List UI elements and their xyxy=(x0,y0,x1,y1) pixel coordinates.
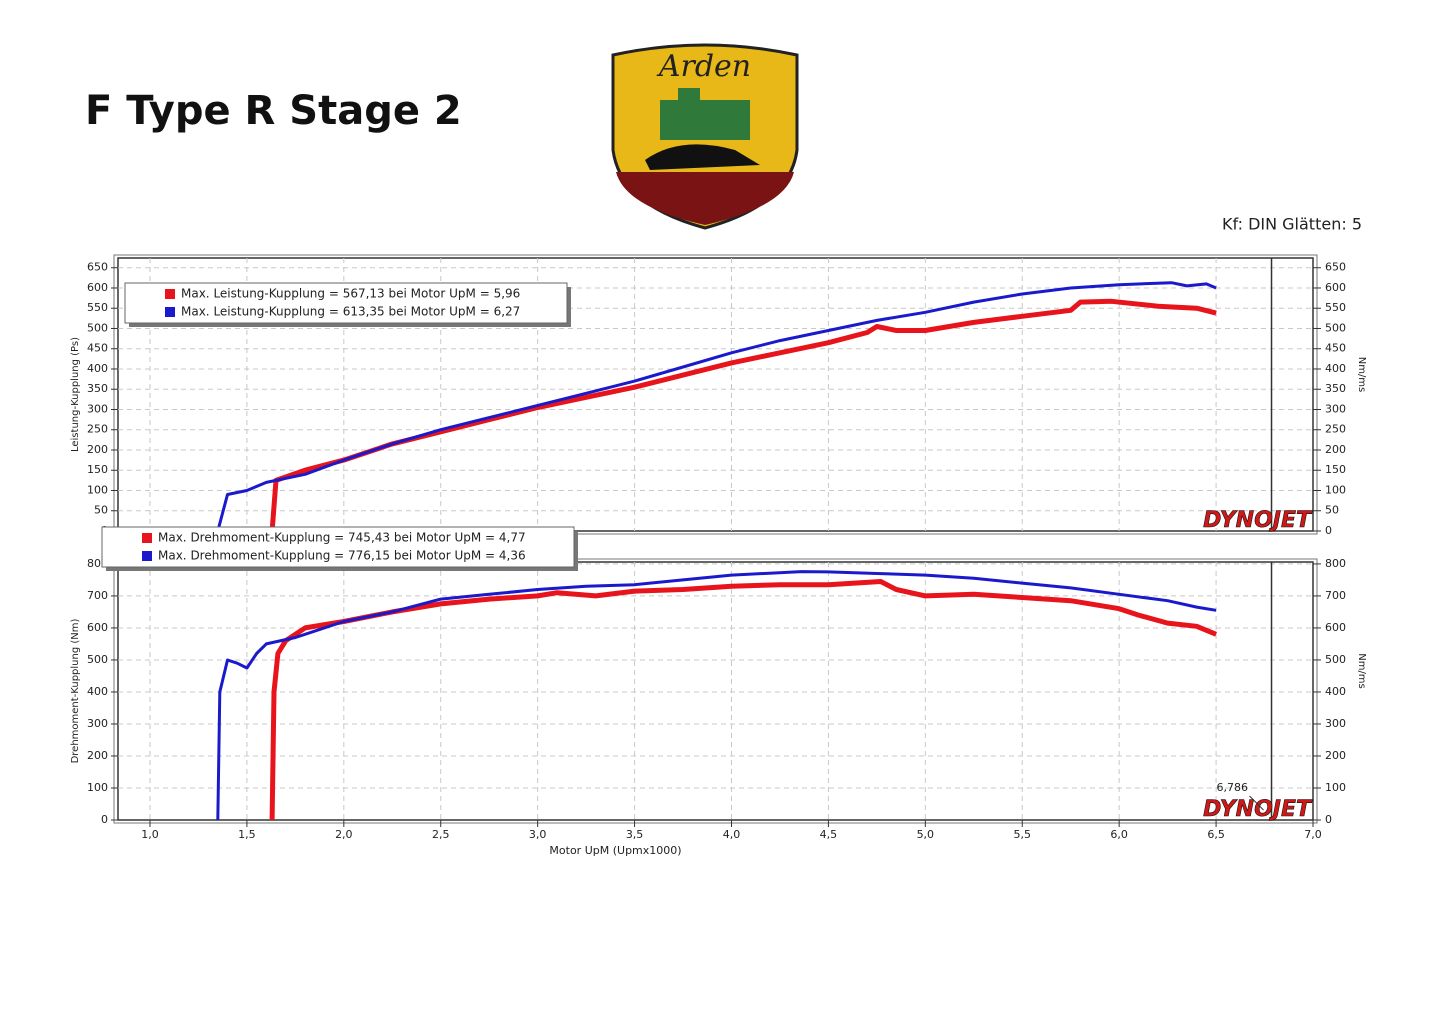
series-line xyxy=(216,281,1217,532)
y2-tick-label: 500 xyxy=(1325,321,1346,334)
y-tick-label: 0 xyxy=(101,813,108,826)
legend xyxy=(101,526,575,568)
settings-text: Kf: DIN Glätten: 5 xyxy=(1222,215,1362,234)
y2-tick-label: 350 xyxy=(1325,382,1346,395)
y-tick-label: 550 xyxy=(87,301,108,314)
y2-tick-label: 650 xyxy=(1325,261,1346,274)
watermark: DYNOJET xyxy=(1203,797,1313,822)
x-axis-label: Motor UpM (Upmx1000) xyxy=(549,844,681,857)
y2-tick-label: 150 xyxy=(1325,463,1346,476)
x-tick-label: 7,0 xyxy=(1304,828,1322,841)
page-title: F Type R Stage 2 xyxy=(85,88,462,134)
y2-tick-label: 200 xyxy=(1325,749,1346,762)
legend-label: Max. Drehmoment-Kupplung = 776,15 bei Mo… xyxy=(158,549,526,563)
y-axis-label: Drehmoment-Kupplung (Nm) xyxy=(70,619,81,764)
y-tick-label: 100 xyxy=(87,781,108,794)
y-axis-label: Leistung-Kupplung (Ps) xyxy=(70,337,81,452)
logo-lion xyxy=(645,144,760,170)
y2-tick-label: 450 xyxy=(1325,342,1346,355)
legend-label: Max. Leistung-Kupplung = 613,35 bei Moto… xyxy=(181,305,520,319)
legend-swatch xyxy=(142,533,152,543)
y2-tick-label: 300 xyxy=(1325,402,1346,415)
y-tick-label: 600 xyxy=(87,281,108,294)
y-tick-label: 200 xyxy=(87,749,108,762)
y2-tick-label: 250 xyxy=(1325,423,1346,436)
x-tick-label: 5,5 xyxy=(1013,828,1031,841)
watermark: DYNOJET xyxy=(1203,508,1313,533)
x-tick-label: 1,0 xyxy=(141,828,159,841)
legend-swatch xyxy=(142,551,152,561)
y-tick-label: 400 xyxy=(87,362,108,375)
y-tick-label: 300 xyxy=(87,717,108,730)
y2-tick-label: 100 xyxy=(1325,483,1346,496)
y-tick-label: 200 xyxy=(87,443,108,456)
logo-castle xyxy=(660,100,750,140)
logo-tower xyxy=(678,88,700,108)
y-tick-label: 250 xyxy=(87,423,108,436)
y2-tick-label: 0 xyxy=(1325,524,1332,537)
y-tick-label: 450 xyxy=(87,342,108,355)
y2-tick-label: 800 xyxy=(1325,557,1346,570)
marker-label: 6,786 xyxy=(1217,781,1249,794)
legend-label: Max. Leistung-Kupplung = 567,13 bei Moto… xyxy=(181,287,520,301)
x-tick-label: 4,5 xyxy=(820,828,838,841)
x-tick-label: 3,0 xyxy=(529,828,547,841)
y-tick-label: 650 xyxy=(87,261,108,274)
x-tick-label: 3,5 xyxy=(626,828,644,841)
y2-tick-label: 0 xyxy=(1325,813,1332,826)
series-line xyxy=(216,570,1217,821)
y-tick-label: 700 xyxy=(87,589,108,602)
y2-tick-label: 550 xyxy=(1325,301,1346,314)
x-tick-label: 2,5 xyxy=(432,828,450,841)
marker-pointer xyxy=(1249,795,1264,811)
y-tick-label: 500 xyxy=(87,653,108,666)
legend-label: Max. Drehmoment-Kupplung = 745,43 bei Mo… xyxy=(158,531,526,545)
plot-frame xyxy=(113,558,1318,824)
logo: Arden xyxy=(611,43,799,230)
x-tick-label: 6,0 xyxy=(1110,828,1128,841)
y2-tick-label: 700 xyxy=(1325,589,1346,602)
series-line xyxy=(269,579,1218,821)
legend-swatch xyxy=(165,307,175,317)
x-tick-label: 1,5 xyxy=(238,828,256,841)
x-tick-label: 6,5 xyxy=(1207,828,1225,841)
y2-tick-label: 100 xyxy=(1325,781,1346,794)
y-tick-label: 600 xyxy=(87,621,108,634)
y2-tick-label: 500 xyxy=(1325,653,1346,666)
y-tick-label: 100 xyxy=(87,483,108,496)
y2-tick-label: 600 xyxy=(1325,281,1346,294)
legend-swatch xyxy=(165,289,175,299)
x-tick-label: 4,0 xyxy=(723,828,741,841)
plot-area xyxy=(117,561,1314,821)
y2-axis-label: Nm/ms xyxy=(1356,653,1367,689)
logo-text: Arden xyxy=(656,49,751,84)
y2-tick-label: 400 xyxy=(1325,685,1346,698)
x-tick-label: 2,0 xyxy=(335,828,353,841)
y2-tick-label: 300 xyxy=(1325,717,1346,730)
y-tick-label: 400 xyxy=(87,685,108,698)
y-tick-label: 50 xyxy=(94,504,108,517)
y2-tick-label: 50 xyxy=(1325,504,1339,517)
y2-tick-label: 400 xyxy=(1325,362,1346,375)
plot-frame xyxy=(113,254,1318,535)
logo-base xyxy=(616,172,794,225)
y-tick-label: 350 xyxy=(87,382,108,395)
x-tick-label: 5,0 xyxy=(917,828,935,841)
y2-tick-label: 600 xyxy=(1325,621,1346,634)
y2-tick-label: 200 xyxy=(1325,443,1346,456)
y2-axis-label: Nm/ms xyxy=(1356,357,1367,393)
legend xyxy=(124,282,568,324)
y-tick-label: 500 xyxy=(87,321,108,334)
y-tick-label: 300 xyxy=(87,402,108,415)
y-tick-label: 150 xyxy=(87,463,108,476)
